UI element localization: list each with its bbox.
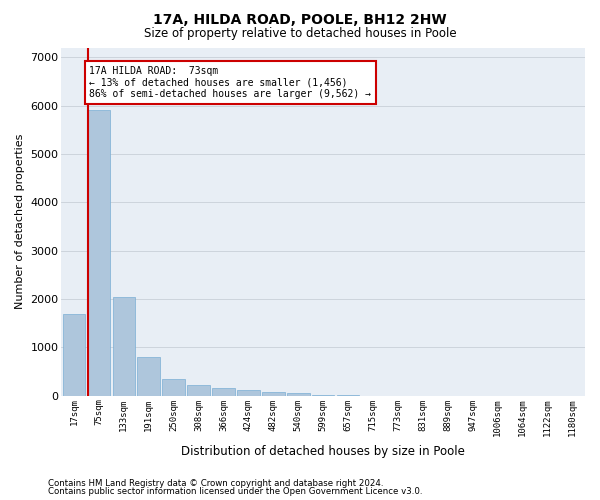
Bar xyxy=(262,392,284,396)
Bar xyxy=(212,388,235,396)
Text: Size of property relative to detached houses in Poole: Size of property relative to detached ho… xyxy=(143,28,457,40)
Text: Contains HM Land Registry data © Crown copyright and database right 2024.: Contains HM Land Registry data © Crown c… xyxy=(48,478,383,488)
Bar xyxy=(88,110,110,396)
Y-axis label: Number of detached properties: Number of detached properties xyxy=(15,134,25,310)
Bar xyxy=(63,314,85,396)
Bar xyxy=(237,390,260,396)
Bar xyxy=(113,296,135,396)
Text: Contains public sector information licensed under the Open Government Licence v3: Contains public sector information licen… xyxy=(48,487,422,496)
X-axis label: Distribution of detached houses by size in Poole: Distribution of detached houses by size … xyxy=(181,444,465,458)
Text: 17A HILDA ROAD:  73sqm
← 13% of detached houses are smaller (1,456)
86% of semi-: 17A HILDA ROAD: 73sqm ← 13% of detached … xyxy=(89,66,371,99)
Bar xyxy=(187,384,210,396)
Bar xyxy=(137,357,160,396)
Bar xyxy=(163,379,185,396)
Bar xyxy=(337,395,359,396)
Bar xyxy=(287,394,310,396)
Text: 17A, HILDA ROAD, POOLE, BH12 2HW: 17A, HILDA ROAD, POOLE, BH12 2HW xyxy=(153,12,447,26)
Bar xyxy=(312,394,334,396)
